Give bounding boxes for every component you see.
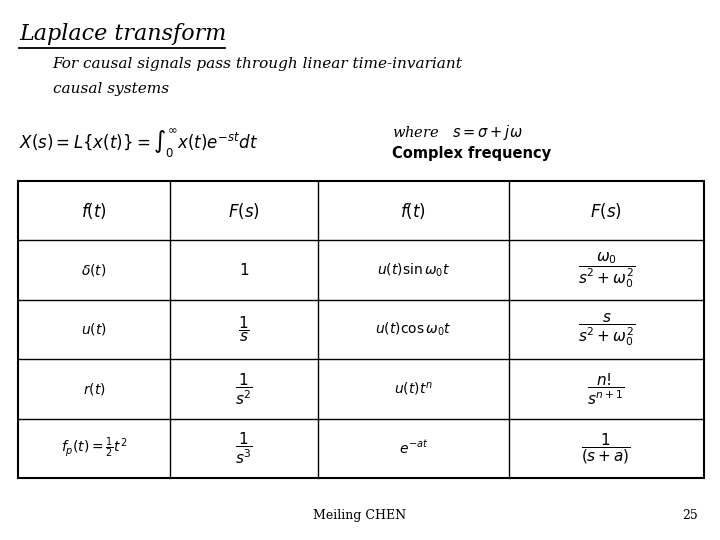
Text: $f(t)$: $f(t)$ <box>400 200 426 221</box>
Text: $\dfrac{1}{s^3}$: $\dfrac{1}{s^3}$ <box>235 430 253 466</box>
Text: $u(t)$: $u(t)$ <box>81 321 107 338</box>
Text: $\delta(t)$: $\delta(t)$ <box>81 262 107 278</box>
Text: $\dfrac{1}{(s+a)}$: $\dfrac{1}{(s+a)}$ <box>582 431 631 465</box>
Text: $F(s)$: $F(s)$ <box>590 200 622 221</box>
Text: $u(t)\sin\omega_0 t$: $u(t)\sin\omega_0 t$ <box>377 261 450 279</box>
Text: $\dfrac{1}{s^2}$: $\dfrac{1}{s^2}$ <box>235 371 253 407</box>
Text: where   $s = \sigma + j\omega$: where $s = \sigma + j\omega$ <box>392 123 523 142</box>
Text: 25: 25 <box>682 509 698 522</box>
Text: $\dfrac{\omega_0}{s^2+\omega_0^2}$: $\dfrac{\omega_0}{s^2+\omega_0^2}$ <box>577 250 635 290</box>
Text: $u(t)t^n$: $u(t)t^n$ <box>394 380 433 397</box>
Text: $\dfrac{s}{s^2+\omega_0^2}$: $\dfrac{s}{s^2+\omega_0^2}$ <box>577 311 635 348</box>
Text: $u(t)\cos\omega_0 t$: $u(t)\cos\omega_0 t$ <box>375 321 451 338</box>
Text: $f_p(t)=\frac{1}{2}t^2$: $f_p(t)=\frac{1}{2}t^2$ <box>61 436 127 461</box>
Text: Meiling CHEN: Meiling CHEN <box>313 509 407 522</box>
Text: $\dfrac{n!}{s^{n+1}}$: $\dfrac{n!}{s^{n+1}}$ <box>588 371 625 407</box>
Text: $F(s)$: $F(s)$ <box>228 200 260 221</box>
Text: $\dfrac{1}{s}$: $\dfrac{1}{s}$ <box>238 314 250 345</box>
Text: $1$: $1$ <box>239 262 249 278</box>
Text: Complex frequency: Complex frequency <box>392 146 552 161</box>
Text: For causal signals pass through linear time-invariant: For causal signals pass through linear t… <box>53 57 462 71</box>
Text: $X(s) = L\{x(t)\} = \int_0^{\infty} x(t)e^{-st}dt$: $X(s) = L\{x(t)\} = \int_0^{\infty} x(t)… <box>19 126 258 160</box>
Text: $f(t)$: $f(t)$ <box>81 200 107 221</box>
Bar <box>18 181 704 478</box>
Text: $e^{-at}$: $e^{-at}$ <box>399 440 428 457</box>
Text: Laplace transform: Laplace transform <box>19 23 227 45</box>
Text: causal systems: causal systems <box>53 82 168 96</box>
Text: $r(t)$: $r(t)$ <box>83 381 106 397</box>
